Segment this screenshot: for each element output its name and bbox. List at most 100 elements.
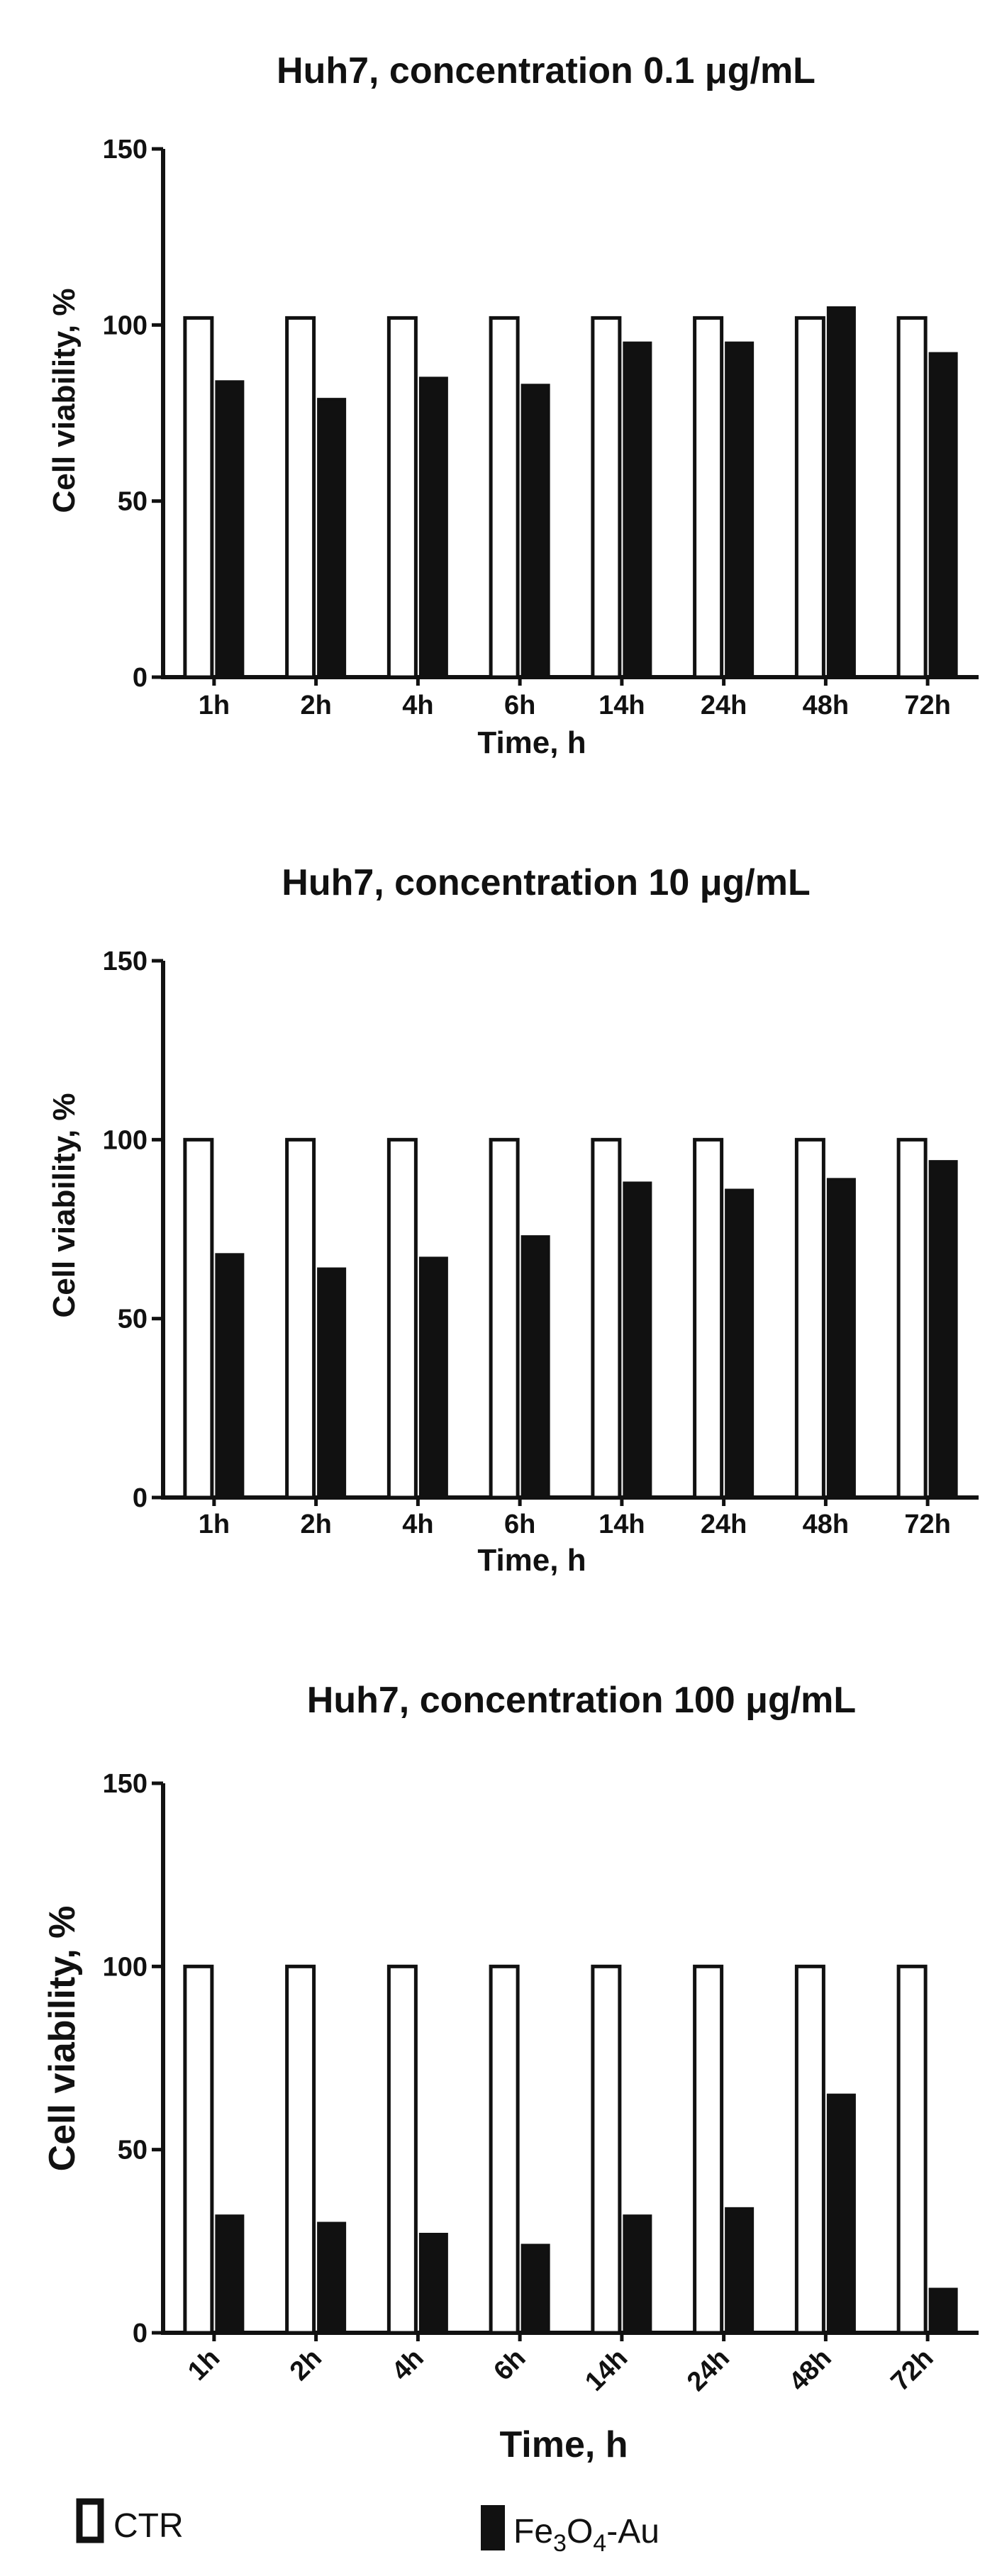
bar-fe3o4-au xyxy=(317,398,347,679)
y-axis-title: Cell viability, % xyxy=(47,288,82,513)
x-tick-label: 1h xyxy=(199,691,230,720)
bar-fe3o4-au xyxy=(317,2221,347,2334)
y-tick-label: 50 xyxy=(118,487,147,517)
svg-text:Cell viability, %: Cell viability, % xyxy=(47,1093,82,1317)
legend: CTR Fe3O4-Au xyxy=(76,2498,659,2557)
bar-ctr xyxy=(489,316,520,679)
bar-ctr xyxy=(489,1964,520,2335)
x-tick-label: 14h xyxy=(599,1510,645,1539)
bar-ctr xyxy=(285,1964,316,2335)
y-tick-label: 0 xyxy=(133,663,147,693)
bar-fe3o4-au xyxy=(928,1160,958,1499)
chart-title: Huh7, concentration 100 μg/mL xyxy=(307,1680,856,1721)
legend-label-ctr: CTR xyxy=(113,2507,184,2545)
bar-fe3o4-au xyxy=(623,341,652,679)
bar-ctr xyxy=(591,1137,622,1500)
bar-ctr xyxy=(896,1137,928,1500)
bar-fe3o4-au xyxy=(521,2243,550,2334)
x-axis-title: Time, h xyxy=(477,725,586,760)
bar-ctr xyxy=(183,316,214,679)
bar-fe3o4-au xyxy=(317,1267,347,1499)
chart-title: Huh7, concentration 0.1 μg/mL xyxy=(277,50,815,91)
bar-ctr xyxy=(794,1137,825,1500)
bar-fe3o4-au xyxy=(623,1181,652,1499)
bar-fe3o4-au xyxy=(418,377,448,679)
bar-ctr xyxy=(896,316,928,679)
bar-ctr xyxy=(386,316,418,679)
bar-fe3o4-au xyxy=(215,380,245,679)
y-axis-title: Cell viability, % xyxy=(47,1093,82,1317)
y-tick-label: 100 xyxy=(103,1952,147,1982)
x-axis-title: Time, h xyxy=(477,1543,586,1578)
bar-ctr xyxy=(591,316,622,679)
bar-ctr xyxy=(693,316,724,679)
bar-ctr xyxy=(896,1964,928,2335)
legend-item-fe3o4-au: Fe3O4-Au xyxy=(481,2505,659,2557)
y-tick-label: 50 xyxy=(118,1305,147,1334)
x-tick-label: 48h xyxy=(803,1510,849,1539)
y-tick-label: 100 xyxy=(103,311,147,340)
x-tick-label: 24h xyxy=(701,1510,747,1539)
x-tick-label: 4h xyxy=(402,691,433,720)
bar-fe3o4-au xyxy=(928,2287,958,2334)
bar-fe3o4-au xyxy=(826,2093,856,2334)
bar-ctr xyxy=(489,1137,520,1500)
legend-item-ctr: CTR xyxy=(76,2498,184,2545)
plot-area: 0 50 100 150 1h 2h 4h 6h 14h 24h 48h 72h xyxy=(103,947,979,1539)
legend-swatch-fe3o4-au xyxy=(481,2505,505,2550)
bar-fe3o4-au xyxy=(928,352,958,679)
bar-ctr xyxy=(693,1137,724,1500)
y-tick-label: 150 xyxy=(103,1769,147,1799)
bar-fe3o4-au xyxy=(623,2214,652,2334)
x-tick-label: 4h xyxy=(402,1510,433,1539)
x-tick-label: 72h xyxy=(904,1510,950,1539)
x-tick-label: 6h xyxy=(504,1510,535,1539)
bar-ctr xyxy=(183,1137,214,1500)
bar-fe3o4-au xyxy=(418,2233,448,2334)
y-tick-label: 0 xyxy=(133,1483,147,1513)
bar-ctr xyxy=(285,1137,316,1500)
bar-fe3o4-au xyxy=(521,384,550,679)
bar-ctr xyxy=(794,1964,825,2335)
bar-ctr xyxy=(386,1137,418,1500)
x-tick-label: 1h xyxy=(199,1510,230,1539)
bar-fe3o4-au xyxy=(725,2207,755,2334)
y-axis-title: Cell viability, % xyxy=(42,1906,83,2172)
y-tick-label: 150 xyxy=(103,947,147,976)
bar-fe3o4-au xyxy=(418,1256,448,1499)
legend-swatch-ctr xyxy=(76,2498,104,2543)
x-axis-title: Time, h xyxy=(499,2424,628,2465)
y-tick-label: 0 xyxy=(133,2319,147,2348)
plot-area: 0 50 100 150 1h 2h 4h 6h 14h 24h 48h 72h xyxy=(103,135,979,720)
bar-fe3o4-au xyxy=(725,1188,755,1499)
bar-fe3o4-au xyxy=(521,1235,550,1499)
x-tick-label: 72h xyxy=(904,691,950,720)
bar-ctr xyxy=(386,1964,418,2335)
x-tick-label: 24h xyxy=(701,691,747,720)
x-tick-label: 2h xyxy=(300,1510,331,1539)
bar-fe3o4-au xyxy=(215,2214,245,2334)
bar-fe3o4-au xyxy=(826,306,856,679)
bar-ctr xyxy=(285,316,316,679)
y-tick-label: 50 xyxy=(118,2136,147,2165)
svg-text:Cell viability, %: Cell viability, % xyxy=(47,288,82,513)
x-tick-label: 48h xyxy=(803,691,849,720)
bar-ctr xyxy=(693,1964,724,2335)
bar-fe3o4-au xyxy=(826,1178,856,1499)
bar-fe3o4-au xyxy=(725,341,755,679)
x-tick-label: 2h xyxy=(300,691,331,720)
panel-1: Huh7, concentration 0.1 μg/mL Cell viabi… xyxy=(47,50,979,760)
svg-text:Cell viability, %: Cell viability, % xyxy=(42,1906,83,2172)
y-tick-label: 150 xyxy=(103,135,147,165)
panel-2: Huh7, concentration 10 μg/mL Cell viabil… xyxy=(47,862,979,1578)
x-tick-label: 6h xyxy=(504,691,535,720)
chart-title: Huh7, concentration 10 μg/mL xyxy=(282,862,810,903)
y-tick-label: 100 xyxy=(103,1125,147,1155)
bar-fe3o4-au xyxy=(215,1253,245,1499)
bar-ctr xyxy=(794,316,825,679)
bar-ctr xyxy=(183,1964,214,2335)
bar-ctr xyxy=(591,1964,622,2335)
x-tick-label: 14h xyxy=(599,691,645,720)
legend-label-fe3o4-au: Fe3O4-Au xyxy=(513,2513,659,2557)
